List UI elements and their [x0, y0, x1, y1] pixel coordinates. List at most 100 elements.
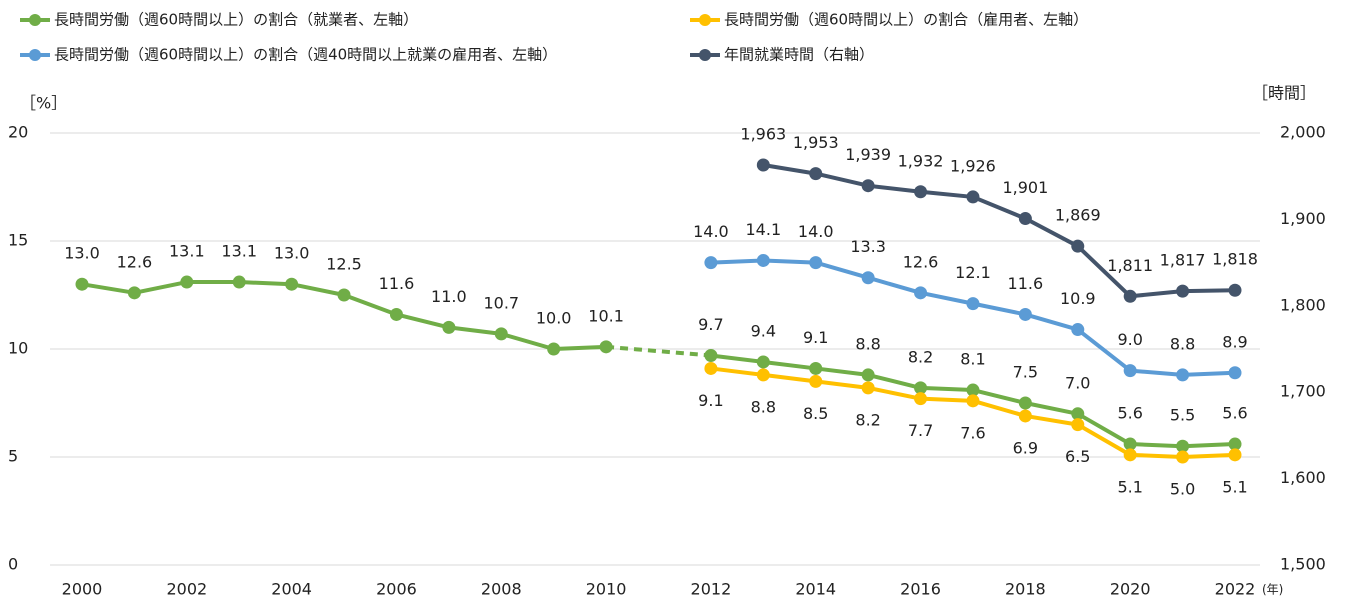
data-point	[809, 167, 823, 181]
x-axis-unit: (年)	[1262, 583, 1283, 597]
gap-connector	[605, 344, 712, 358]
data-point	[1176, 368, 1190, 382]
data-point	[861, 368, 875, 382]
data-point	[1071, 323, 1085, 337]
x-tick-label: 2012	[691, 580, 732, 599]
data-label: 1,963	[740, 124, 786, 143]
data-point	[1071, 239, 1085, 253]
legend-label: 長時間労働（週60時間以上）の割合（就業者、左軸）	[54, 11, 418, 29]
data-point	[1228, 437, 1242, 451]
data-label: 14.0	[693, 222, 729, 241]
data-point	[756, 368, 770, 382]
data-point	[1176, 439, 1190, 453]
data-label: 5.1	[1117, 477, 1142, 496]
data-point	[1123, 448, 1137, 462]
data-point	[1018, 212, 1032, 226]
data-point	[1123, 364, 1137, 378]
data-label: 1,869	[1055, 206, 1101, 225]
data-label: 1,817	[1160, 251, 1206, 270]
x-tick-label: 2020	[1110, 580, 1151, 599]
data-point	[389, 307, 403, 321]
data-label: 7.7	[908, 421, 933, 440]
data-point	[914, 185, 928, 199]
data-label: 6.9	[1013, 438, 1038, 457]
data-label: 13.0	[64, 244, 100, 263]
data-point	[809, 374, 823, 388]
data-label: 12.1	[955, 263, 991, 282]
data-point	[914, 392, 928, 406]
data-point	[127, 286, 141, 300]
data-label: 1,939	[845, 145, 891, 164]
data-point	[337, 288, 351, 302]
legend-label: 長時間労働（週60時間以上）の割合（週40時間以上就業の雇用者、左軸）	[54, 46, 557, 64]
data-label: 6.5	[1065, 447, 1090, 466]
data-point	[914, 381, 928, 395]
data-label: 12.6	[903, 252, 939, 271]
data-point	[442, 320, 456, 334]
data-point	[1176, 450, 1190, 464]
data-label: 9.1	[698, 391, 723, 410]
y2-axis-unit: ［時間］	[1252, 84, 1316, 103]
y2-tick-label: 1,700	[1280, 382, 1326, 401]
data-label: 8.9	[1222, 332, 1247, 351]
data-point	[861, 381, 875, 395]
data-label: 1,811	[1107, 256, 1153, 275]
data-label: 7.5	[1013, 363, 1038, 382]
data-point	[494, 327, 508, 341]
y-tick-label: 15	[8, 231, 28, 250]
data-label: 10.0	[536, 309, 572, 328]
data-point	[1228, 283, 1242, 297]
x-tick-label: 2002	[166, 580, 207, 599]
data-point	[756, 253, 770, 267]
y-tick-label: 20	[8, 123, 28, 142]
data-label: 5.0	[1170, 480, 1195, 499]
data-label: 1,901	[1002, 178, 1048, 197]
legend-label: 年間就業時間（右軸）	[724, 46, 874, 64]
data-point	[1018, 396, 1032, 410]
data-label: 5.6	[1117, 404, 1142, 423]
data-label: 14.0	[798, 222, 834, 241]
x-tick-label: 2000	[62, 580, 103, 599]
x-tick-label: 2004	[271, 580, 312, 599]
data-point	[1123, 289, 1137, 303]
data-point	[1176, 284, 1190, 298]
data-point	[756, 355, 770, 369]
data-label: 1,926	[950, 156, 996, 175]
data-label: 7.0	[1065, 373, 1090, 392]
data-point	[861, 179, 875, 193]
legend-dot	[699, 14, 711, 26]
data-point	[966, 297, 980, 311]
data-label: 13.1	[221, 242, 257, 261]
x-tick-label: 2006	[376, 580, 417, 599]
data-point	[1018, 307, 1032, 321]
data-label: 8.8	[1170, 334, 1195, 353]
data-point	[704, 256, 718, 270]
y2-tick-label: 1,900	[1280, 209, 1326, 228]
data-point	[704, 361, 718, 375]
data-point	[232, 275, 246, 289]
legend-label: 長時間労働（週60時間以上）の割合（雇用者、左軸）	[724, 11, 1088, 29]
series-line	[762, 162, 1236, 299]
data-point	[704, 348, 718, 362]
data-label: 11.6	[1008, 274, 1044, 293]
data-label: 8.5	[803, 404, 828, 423]
y2-tick-label: 1,600	[1280, 468, 1326, 487]
x-tick-label: 2018	[1005, 580, 1046, 599]
data-point	[966, 394, 980, 408]
data-point	[1228, 366, 1242, 380]
data-point	[809, 256, 823, 270]
y2-tick-label: 1,800	[1280, 295, 1326, 314]
legend-dot	[699, 49, 711, 61]
data-label: 12.6	[117, 252, 153, 271]
data-label: 9.0	[1117, 330, 1142, 349]
y-tick-label: 0	[8, 555, 18, 574]
data-label: 1,932	[898, 151, 944, 170]
data-point	[180, 275, 194, 289]
data-label: 13.3	[850, 237, 886, 256]
data-label: 9.1	[803, 328, 828, 347]
y-axis-unit: ［%］	[20, 94, 67, 113]
data-point	[285, 277, 299, 291]
x-tick-label: 2008	[481, 580, 522, 599]
data-label: 8.2	[908, 347, 933, 366]
data-label: 8.8	[855, 334, 880, 353]
